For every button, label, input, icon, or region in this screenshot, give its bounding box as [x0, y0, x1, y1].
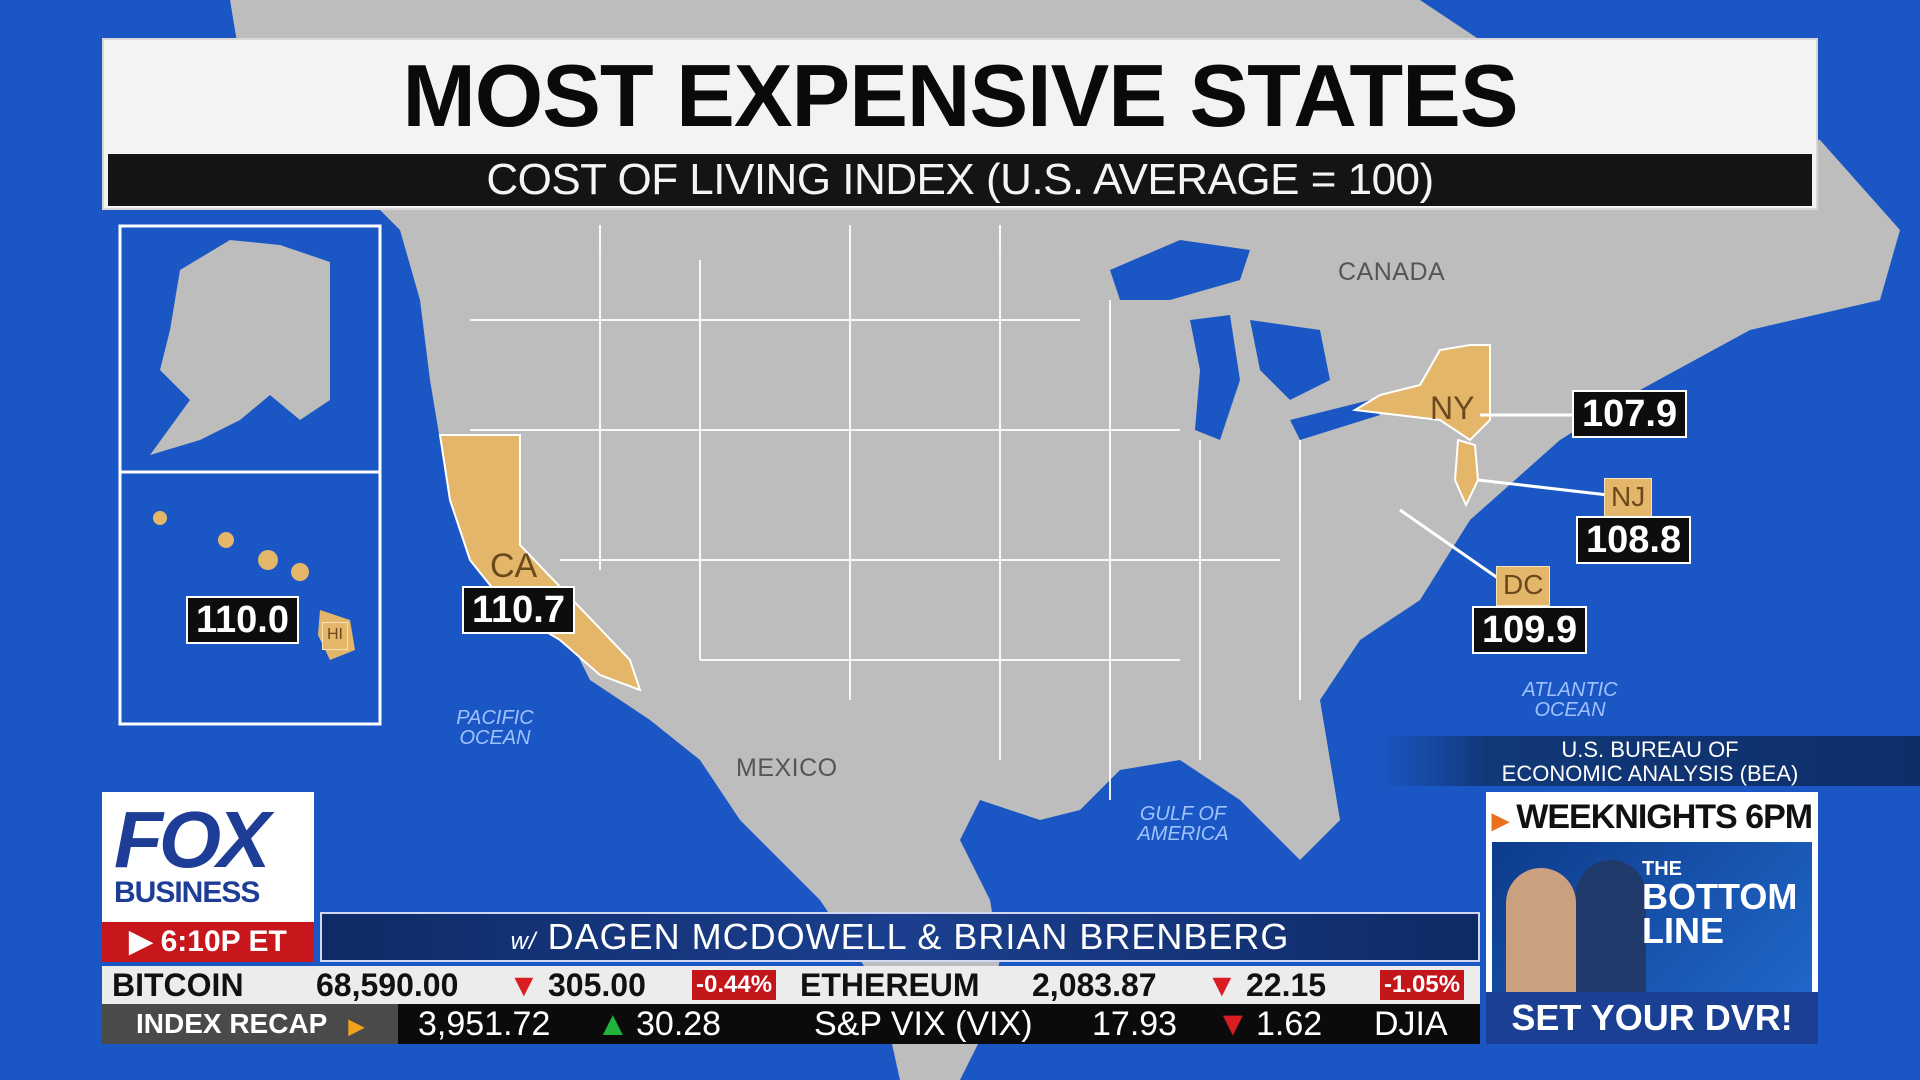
value-dc: 109.9	[1472, 606, 1588, 654]
index-change-1: 30.28	[636, 1005, 722, 1043]
tag-ca: CA	[490, 547, 538, 585]
lake-huron	[1250, 320, 1330, 400]
index-recap-text: INDEX RECAP	[135, 1008, 327, 1039]
host-avatar-2	[1576, 860, 1646, 992]
tag-nj: NJ	[1604, 478, 1653, 518]
time-badge: ▶ 6:10P ET	[102, 922, 314, 962]
label-gulf: GULF OF AMERICA	[1137, 803, 1229, 845]
tag-hi: HI	[322, 622, 348, 650]
state-borders	[470, 225, 1301, 800]
index-name-2: S&P VIX (VIX)	[814, 1005, 1033, 1043]
label-atlantic-ocean: ATLANTIC OCEAN	[1522, 679, 1618, 721]
chart-title: MOST EXPENSIVE STATES	[402, 46, 1518, 145]
down-arrow-icon: ▼	[1216, 1005, 1250, 1043]
index-recap-label: INDEX RECAP ▶	[102, 1004, 398, 1044]
ticker-name-bitcoin: BITCOIN	[112, 967, 244, 1003]
index-price-1: 3,951.72	[418, 1005, 551, 1043]
play-icon: ▶	[348, 1016, 365, 1038]
state-new-york	[1351, 344, 1491, 442]
ticker-price-bitcoin: 68,590.00	[316, 967, 459, 1003]
label-canada: CANADA	[1338, 258, 1446, 286]
play-icon: ▶	[1491, 808, 1509, 833]
source-line-1: U.S. BUREAU OF	[1561, 737, 1739, 762]
index-name-3: DJIA	[1374, 1005, 1448, 1043]
promo-image: THE BOTTOM LINE	[1492, 842, 1812, 992]
tag-ny: NY	[1430, 390, 1475, 426]
ticker-pct-ethereum: -1.05%	[1380, 970, 1465, 1000]
chart-subtitle: COST OF LIVING INDEX (U.S. AVERAGE = 100…	[108, 154, 1812, 206]
state-california	[438, 434, 642, 692]
value-hi: 110.0	[186, 596, 299, 644]
ticker-change-bitcoin: 305.00	[548, 967, 646, 1003]
ticker-name-ethereum: ETHEREUM	[800, 967, 980, 1003]
down-arrow-icon: ▼	[508, 967, 540, 1003]
network-logo: FOX BUSINESS ▶ 6:10P ET	[102, 792, 314, 962]
up-arrow-icon: ▲	[596, 1005, 630, 1043]
lake-superior	[1110, 240, 1250, 300]
label-pacific-ocean: PACIFIC OCEAN	[456, 707, 534, 749]
play-icon: ▶	[129, 925, 153, 958]
tag-dc: DC	[1496, 566, 1551, 606]
time-text: 6:10P ET	[160, 925, 287, 958]
host-prefix: w/	[510, 928, 537, 955]
ticker-pct-bitcoin: -0.44%	[692, 970, 777, 1000]
show-title: THE BOTTOM LINE	[1642, 858, 1812, 951]
promo-cta: SET YOUR DVR!	[1486, 992, 1818, 1044]
value-nj: 108.8	[1576, 516, 1692, 564]
source-credit: U.S. BUREAU OF ECONOMIC ANALYSIS (BEA)	[1380, 736, 1920, 786]
show-title-name: BOTTOM LINE	[1642, 876, 1798, 951]
ticker-index: INDEX RECAP ▶ 3,951.72 ▲ 30.28 S&P VIX (…	[102, 1004, 1480, 1044]
show-title-the: THE	[1642, 858, 1682, 880]
source-line-2: ECONOMIC ANALYSIS (BEA)	[1501, 761, 1799, 786]
host-names: DAGEN MCDOWELL & BRIAN BRENBERG	[547, 916, 1290, 957]
promo-schedule: ▶ WEEKNIGHTS 6PM ET	[1486, 792, 1818, 890]
value-ny: 107.9	[1572, 390, 1688, 438]
host-avatar-1	[1506, 868, 1576, 992]
ticker-change-ethereum: 22.15	[1246, 967, 1327, 1003]
title-panel: MOST EXPENSIVE STATES COST OF LIVING IND…	[102, 38, 1818, 210]
down-arrow-icon: ▼	[1206, 967, 1238, 1003]
show-promo: ▶ WEEKNIGHTS 6PM ET THE BOTTOM LINE SET …	[1486, 792, 1818, 1044]
state-new-jersey	[1453, 438, 1480, 508]
host-bar: w/ DAGEN MCDOWELL & BRIAN BRENBERG	[320, 912, 1480, 962]
ticker-price-ethereum: 2,083.87	[1032, 967, 1157, 1003]
index-price-2: 17.93	[1092, 1005, 1178, 1043]
label-mexico: MEXICO	[736, 754, 838, 782]
north-america-landmass	[230, 0, 1900, 1080]
index-change-2: 1.62	[1256, 1005, 1323, 1043]
alaska-landmass	[150, 240, 330, 455]
value-ca: 110.7	[462, 586, 575, 634]
ticker-crypto: BITCOIN 68,590.00 ▼ 305.00 -0.44% ETHERE…	[102, 966, 1480, 1004]
lake-michigan	[1190, 315, 1240, 440]
leader-lines	[1399, 413, 1609, 592]
logo-fox: FOX	[114, 795, 270, 884]
logo-business: BUSINESS	[114, 876, 260, 909]
